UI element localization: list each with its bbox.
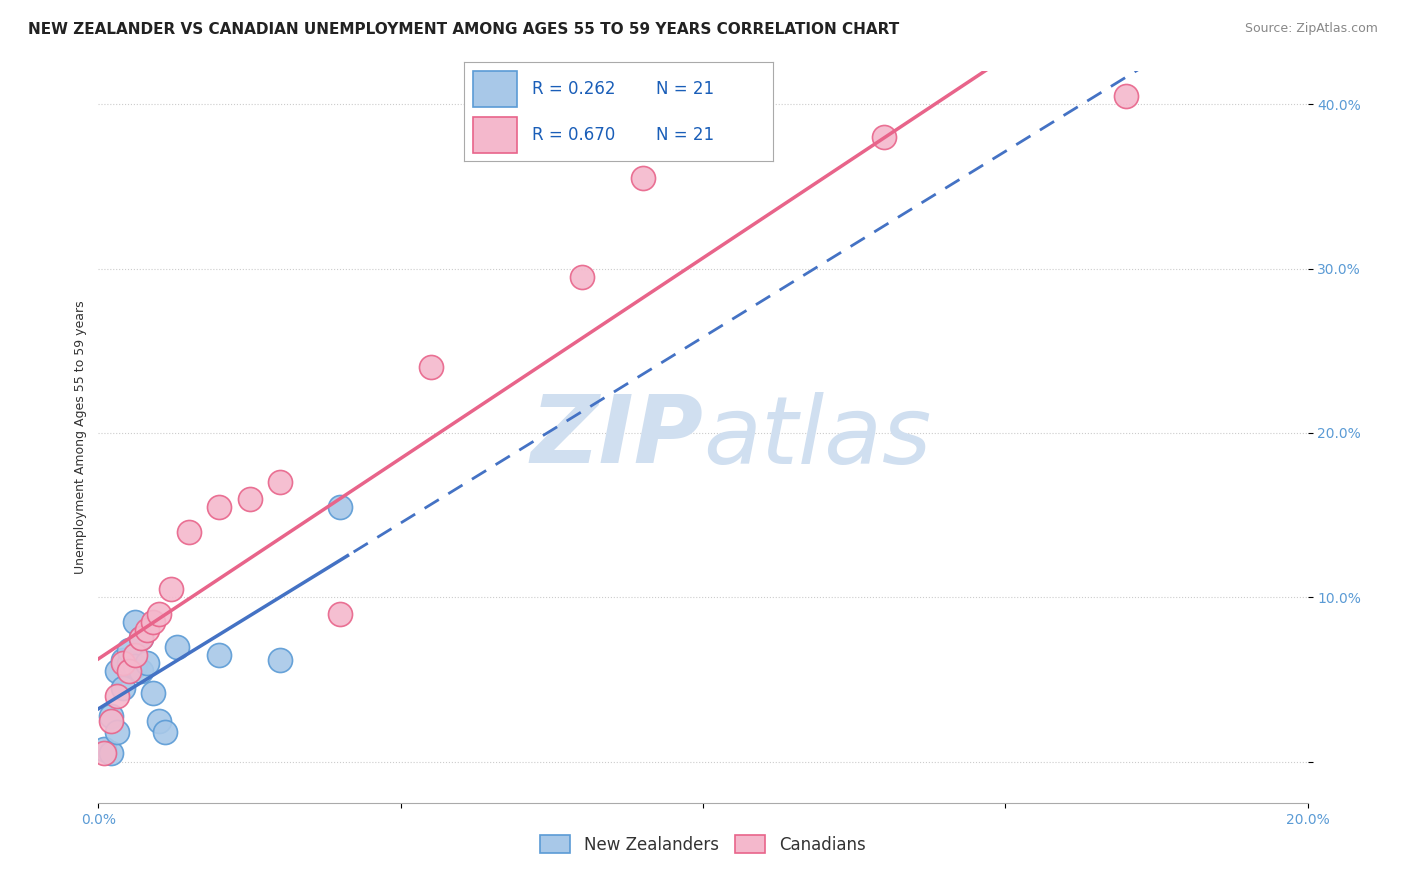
Point [153,725,176,739]
Point [873,130,896,145]
Point [93,741,115,756]
Text: ZIP: ZIP [530,391,703,483]
Point [239,491,262,506]
Point [269,475,291,490]
Text: R = 0.670: R = 0.670 [531,126,616,144]
Text: Source: ZipAtlas.com: Source: ZipAtlas.com [1244,22,1378,36]
Point [124,648,146,662]
Point [631,171,654,186]
Point [124,659,146,673]
Point [571,269,593,284]
Text: NEW ZEALANDER VS CANADIAN UNEMPLOYMENT AMONG AGES 55 TO 59 YEARS CORRELATION CHA: NEW ZEALANDER VS CANADIAN UNEMPLOYMENT A… [28,22,900,37]
Point [208,648,231,662]
Point [208,500,231,514]
FancyBboxPatch shape [474,71,516,107]
Text: N = 21: N = 21 [655,80,714,98]
Point [135,656,157,670]
Y-axis label: Unemployment Among Ages 55 to 59 years: Unemployment Among Ages 55 to 59 years [75,301,87,574]
Point [100,708,122,723]
Point [100,747,122,761]
Point [1115,89,1137,103]
Legend: New Zealanders, Canadians: New Zealanders, Canadians [534,829,872,860]
Point [118,656,141,670]
Point [105,665,128,679]
Point [93,747,115,761]
Text: N = 21: N = 21 [655,126,714,144]
Point [160,582,183,596]
Point [111,653,134,667]
Point [166,640,188,654]
Point [105,689,128,703]
Point [329,500,352,514]
Point [269,653,291,667]
FancyBboxPatch shape [474,118,516,153]
Point [129,665,152,679]
Point [179,524,201,539]
Point [129,632,152,646]
Point [148,714,170,728]
Text: R = 0.262: R = 0.262 [531,80,616,98]
Point [105,725,128,739]
Point [142,615,165,629]
Point [111,656,134,670]
Point [111,681,134,695]
Point [329,607,352,621]
Point [100,714,122,728]
Point [118,643,141,657]
Point [148,607,170,621]
Point [124,615,146,629]
Point [135,624,157,638]
Point [420,360,443,375]
Point [118,665,141,679]
Point [129,632,152,646]
Text: atlas: atlas [703,392,931,483]
Point [142,686,165,700]
